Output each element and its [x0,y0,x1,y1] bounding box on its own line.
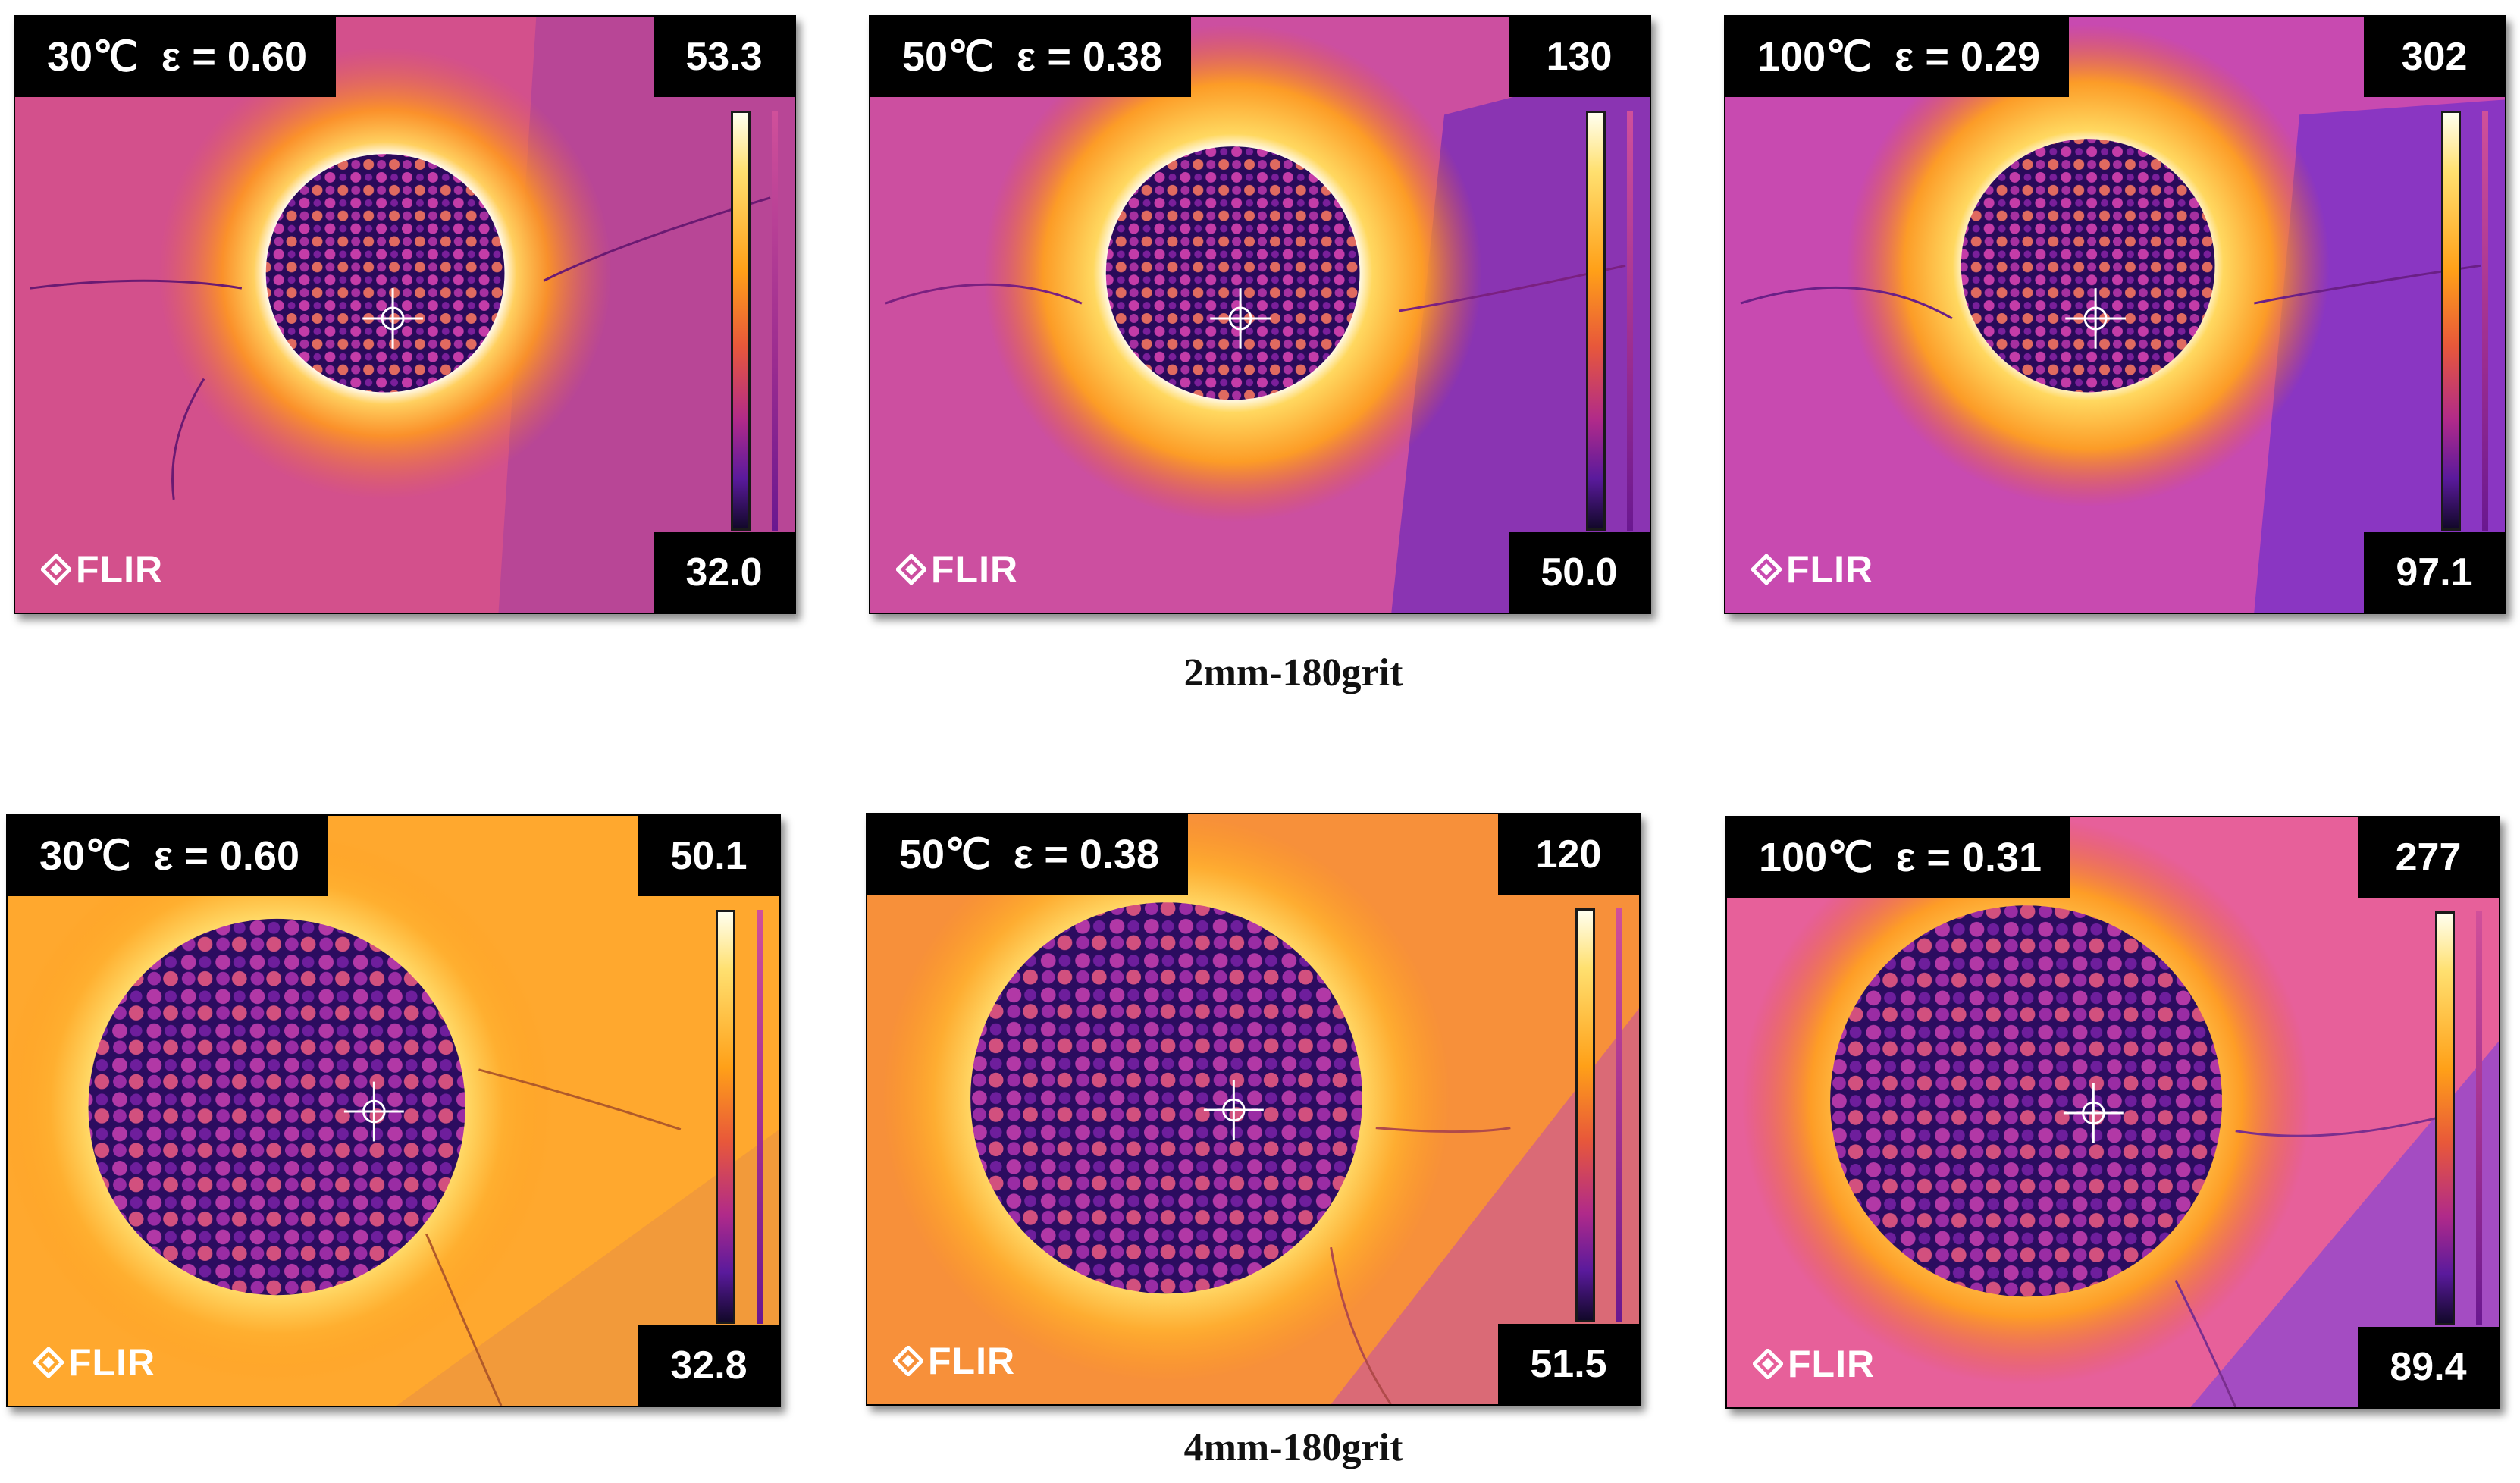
flir-logo: FLIR [1753,1342,1875,1386]
flir-logo-text: FLIR [931,548,1019,591]
flir-logo-text: FLIR [1788,1343,1876,1385]
flir-logo-icon [896,554,926,585]
thermal-panel-2: 50℃ ε = 0.38 130 50.0 FLIR [869,15,1651,614]
temperature-emissivity-label: 50℃ ε = 0.38 [867,814,1188,895]
row-caption: 4mm-180grit [1183,1426,1403,1469]
color-scale-strip [2482,111,2488,531]
max-temperature: 53.3 [654,17,795,97]
row-caption: 2mm-180grit [1183,651,1403,694]
thermal-panel-6: 100℃ ε = 0.31 277 89.4 FLIR [1725,816,2500,1409]
min-temperature: 97.1 [2364,532,2505,613]
color-scale-strip [2476,911,2482,1325]
flir-logo-text: FLIR [76,548,164,591]
thermal-image [8,816,779,1406]
temperature-emissivity-label: 30℃ ε = 0.60 [15,17,336,97]
min-temperature: 89.4 [2358,1327,2499,1407]
color-scale-strip [757,910,763,1324]
min-temperature: 32.0 [654,532,795,613]
max-temperature: 302 [2364,17,2505,97]
color-scale-bar [716,910,735,1324]
flir-logo-text: FLIR [1786,548,1874,591]
max-temperature: 130 [1509,17,1650,97]
color-scale-bar [731,111,751,531]
max-temperature: 50.1 [638,816,779,896]
color-scale-strip [772,111,778,531]
flir-logo-text: FLIR [928,1340,1016,1382]
color-scale-bar [1586,111,1606,531]
min-temperature: 51.5 [1498,1324,1639,1404]
min-temperature: 50.0 [1509,532,1650,613]
thermal-panel-5: 50℃ ε = 0.38 120 51.5 FLIR [866,813,1641,1406]
flir-logo: FLIR [1751,547,1873,591]
flir-logo: FLIR [33,1340,155,1384]
flir-logo-icon [1753,1349,1783,1379]
max-temperature: 277 [2358,817,2499,898]
temperature-emissivity-label: 50℃ ε = 0.38 [870,17,1191,97]
thermal-image [870,17,1650,613]
color-scale-bar [2441,111,2461,531]
flir-logo: FLIR [41,547,163,591]
thermal-panel-3: 100℃ ε = 0.29 302 97.1 FLIR [1724,15,2506,614]
thermal-image [15,17,795,613]
temperature-emissivity-label: 30℃ ε = 0.60 [8,816,328,896]
thermal-image [867,814,1639,1404]
color-scale-strip [1627,111,1633,531]
temperature-emissivity-label: 100℃ ε = 0.31 [1727,817,2071,898]
color-scale-strip [1616,908,1622,1322]
flir-logo: FLIR [896,547,1018,591]
thermal-panel-4: 30℃ ε = 0.60 50.1 32.8 FLIR [6,814,781,1407]
thermal-image [1727,817,2499,1407]
color-scale-bar [2435,911,2455,1325]
flir-logo-icon [893,1346,923,1376]
thermal-image [1725,17,2505,613]
flir-logo-icon [33,1347,64,1378]
flir-logo-text: FLIR [68,1341,156,1384]
flir-logo-icon [41,554,71,585]
temperature-emissivity-label: 100℃ ε = 0.29 [1725,17,2070,97]
thermal-panel-1: 30℃ ε = 0.60 53.3 32.0 FLIR [14,15,796,614]
flir-logo: FLIR [893,1339,1015,1383]
max-temperature: 120 [1498,814,1639,895]
flir-logo-icon [1751,554,1782,585]
min-temperature: 32.8 [638,1325,779,1406]
color-scale-bar [1575,908,1595,1322]
